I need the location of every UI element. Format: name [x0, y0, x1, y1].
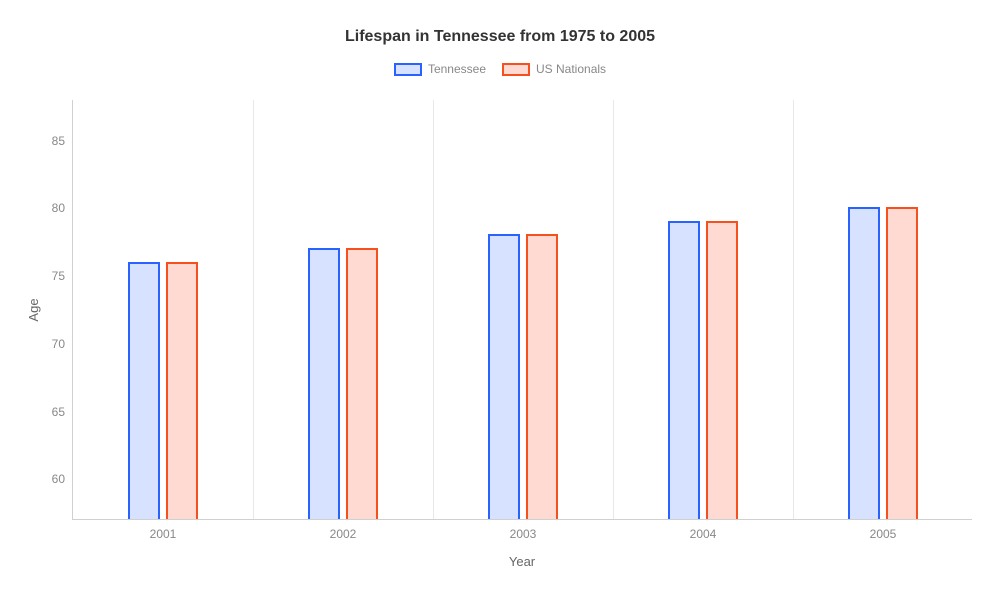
bar — [488, 234, 520, 519]
legend-label: US Nationals — [536, 62, 606, 76]
gridline — [253, 100, 254, 519]
chart-title: Lifespan in Tennessee from 1975 to 2005 — [0, 28, 1000, 46]
legend-label: Tennessee — [428, 62, 486, 76]
x-tick-label: 2003 — [510, 527, 537, 541]
gridline — [793, 100, 794, 519]
y-tick-label: 70 — [52, 337, 65, 351]
bar — [886, 207, 918, 519]
x-tick-label: 2001 — [150, 527, 177, 541]
bar — [668, 221, 700, 519]
bar — [346, 248, 378, 519]
legend-item: Tennessee — [394, 62, 486, 76]
y-tick-label: 85 — [52, 134, 65, 148]
chart-container: Lifespan in Tennessee from 1975 to 2005 … — [0, 0, 1000, 600]
legend-swatch — [394, 63, 422, 76]
x-tick-label: 2005 — [870, 527, 897, 541]
chart-legend: Tennessee US Nationals — [0, 62, 1000, 76]
y-tick-label: 75 — [52, 269, 65, 283]
y-axis-label: Age — [26, 298, 41, 321]
plot-area: 60657075808520012002200320042005 — [72, 100, 972, 520]
y-tick-label: 60 — [52, 472, 65, 486]
bar — [848, 207, 880, 519]
y-tick-label: 80 — [52, 201, 65, 215]
legend-swatch — [502, 63, 530, 76]
y-tick-label: 65 — [52, 405, 65, 419]
gridline — [613, 100, 614, 519]
bar — [128, 262, 160, 519]
bar — [526, 234, 558, 519]
bar — [166, 262, 198, 519]
bar — [308, 248, 340, 519]
bar — [706, 221, 738, 519]
x-axis-label: Year — [509, 554, 535, 569]
legend-item: US Nationals — [502, 62, 606, 76]
x-tick-label: 2002 — [330, 527, 357, 541]
gridline — [433, 100, 434, 519]
x-tick-label: 2004 — [690, 527, 717, 541]
